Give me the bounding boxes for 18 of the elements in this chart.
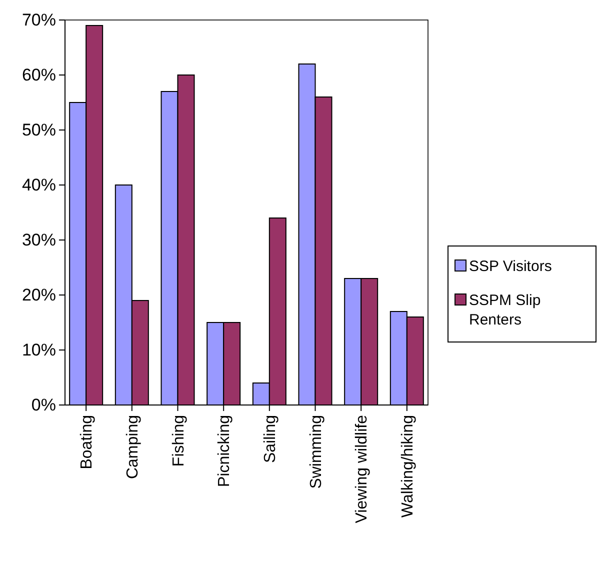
x-tick-label: Boating bbox=[78, 415, 96, 470]
x-tick-label: Swimming bbox=[308, 415, 325, 489]
y-tick-label: 70% bbox=[22, 10, 56, 30]
x-tick-label: Viewing wildlife bbox=[354, 414, 371, 524]
x-tick-label: Walking/hiking bbox=[400, 415, 417, 518]
y-tick-label: 40% bbox=[22, 175, 56, 194]
y-tick-label: 10% bbox=[22, 340, 56, 360]
y-tick-label: 30% bbox=[22, 230, 56, 250]
y-tick-label: 50% bbox=[22, 120, 56, 140]
x-tick-label: Fishing bbox=[170, 415, 188, 467]
legend-label: SSP Visitors bbox=[469, 258, 552, 275]
y-tick-label: 60% bbox=[22, 65, 56, 84]
legend-label: SSPM Slip Renters bbox=[469, 292, 541, 328]
y-tick-label: 20% bbox=[22, 285, 56, 304]
x-tick-label: Sailing bbox=[262, 415, 280, 464]
x-tick-label: Picnicking bbox=[216, 415, 234, 488]
y-tick-label: 0% bbox=[31, 395, 56, 414]
x-tick-label: Camping bbox=[124, 415, 142, 480]
